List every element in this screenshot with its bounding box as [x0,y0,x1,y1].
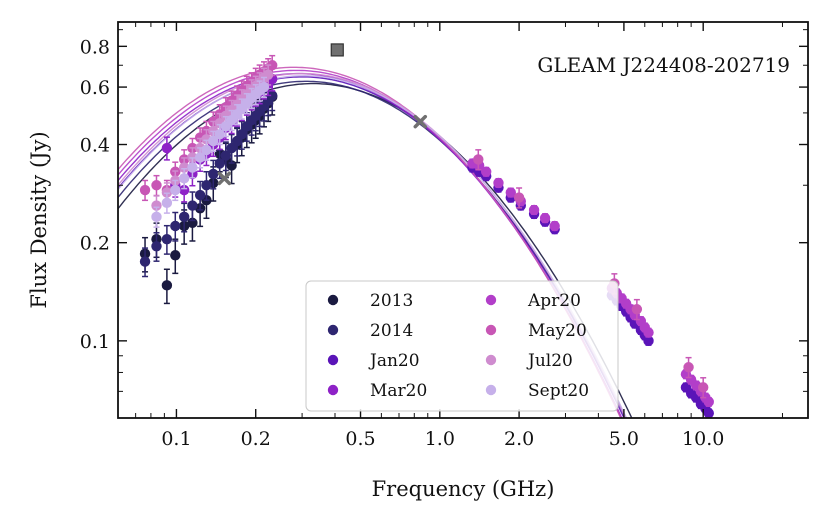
data-point-2013 [170,250,181,261]
x-axis-label: Frequency (GHz) [372,477,555,501]
data-point-2014 [208,168,219,180]
legend-label-Sept20: Sept20 [528,381,589,401]
data-point-May20 [513,192,525,203]
legend-label-Mar20: Mar20 [370,381,427,401]
x-tick-label: 1.0 [425,428,455,450]
fit-curve-2014 [118,80,627,418]
legend-label-2014: 2014 [370,321,413,341]
data-point-Sept20 [161,197,173,209]
legend-marker-2014 [327,324,339,336]
y-tick-label: 0.8 [80,36,110,58]
data-point-2014 [194,189,206,201]
data-point-Sept20 [194,152,206,163]
x-tick-label: 0.5 [345,428,375,450]
legend: 2013 2014 Jan20 Mar20 Apr20 May20 Jul20 Sept20 [305,280,619,412]
cross-stroke [413,114,428,129]
legend-marker-2013 [327,294,339,306]
legend-label-Apr20: Apr20 [527,291,581,311]
legend-label-Jul20: Jul20 [526,351,573,371]
data-point-May20 [631,304,643,315]
data-point-Sept20 [201,144,212,156]
legend-marker-Apr20 [485,294,497,306]
data-point-2014 [236,129,247,140]
x-tick-label: 0.1 [161,428,191,450]
data-point-May20 [473,154,484,165]
data-point-Sept20 [208,135,219,147]
legend-label-May20: May20 [528,321,587,341]
axis-ticks: 0.1 0.2 0.5 1.0 2.0 5.0 10.0 0.1 0.2 0.4 0.6 0.8 [80,22,808,450]
legend-box [305,280,619,412]
data-point-2014 [214,158,225,169]
cross-stroke [217,171,232,186]
data-point-2014 [161,233,173,245]
data-point-Mar20 [178,184,190,196]
data-point-Apr20 [505,187,516,198]
data-point-2014 [178,211,190,223]
x-tick-label: 10.0 [682,428,724,450]
data-point-2014 [170,220,181,232]
x-tick-label: 5.0 [609,428,639,450]
data-point-2014 [220,150,232,161]
data-point-2014 [151,241,162,252]
data-point-Apr20 [703,396,714,408]
data-point-Jan20 [643,335,654,347]
data-point-May20 [139,184,151,196]
data-point-Sept20 [258,81,270,93]
data-point-May20 [683,362,694,373]
data-point-Sept20 [170,184,181,196]
data-point-Apr20 [528,204,540,216]
legend-marker-Jul20 [485,354,497,366]
data-point-2014 [266,90,278,101]
legend-label-2013: 2013 [370,291,413,311]
legend-marker-May20 [485,324,497,336]
data-point-2013 [161,280,173,291]
data-point-Apr20 [539,212,551,224]
data-point-Sept20 [178,173,190,184]
extra-cross-point [217,171,232,186]
data-point-Apr20 [493,177,504,189]
fit-curve-May20 [118,66,622,418]
data-point-Jul20 [178,162,190,173]
x-tick-label: 0.2 [241,428,271,450]
legend-marker-Sept20 [485,384,497,396]
fit-curves [118,66,633,418]
y-axis-label: Flux Density (Jy) [27,131,51,308]
legend-marker-Mar20 [327,384,339,396]
source-name-annotation: GLEAM J224408-202719 [537,53,790,77]
data-point-Mar20 [161,142,173,154]
data-point-2014 [201,180,212,191]
data-point-2014 [187,200,198,211]
y-tick-label: 0.4 [80,135,110,157]
y-tick-label: 0.1 [80,331,110,353]
data-point-Jan20 [703,408,714,418]
data-point-Apr20 [480,166,492,177]
data-point-May20 [697,382,709,393]
data-point-Sept20 [214,129,225,140]
data-point-Sept20 [187,162,198,173]
extra-square-point [330,43,344,57]
data-point-Sept20 [151,211,162,223]
data-point-Apr20 [643,327,654,338]
extra-cross-point [413,114,428,129]
data-point-Apr20 [549,220,560,232]
data-point-May20 [151,180,162,191]
data-point-May20 [266,60,278,71]
data-point-2014 [139,256,151,267]
legend-marker-Jan20 [327,354,339,366]
x-tick-label: 2.0 [504,428,534,450]
plot-frame [117,21,809,419]
legend-label-Jan20: Jan20 [368,351,420,371]
y-tick-label: 0.6 [80,77,110,99]
y-tick-label: 0.2 [80,233,110,255]
data-points [139,43,714,418]
data-point-2014 [226,142,237,154]
data-point-Jul20 [151,200,162,211]
